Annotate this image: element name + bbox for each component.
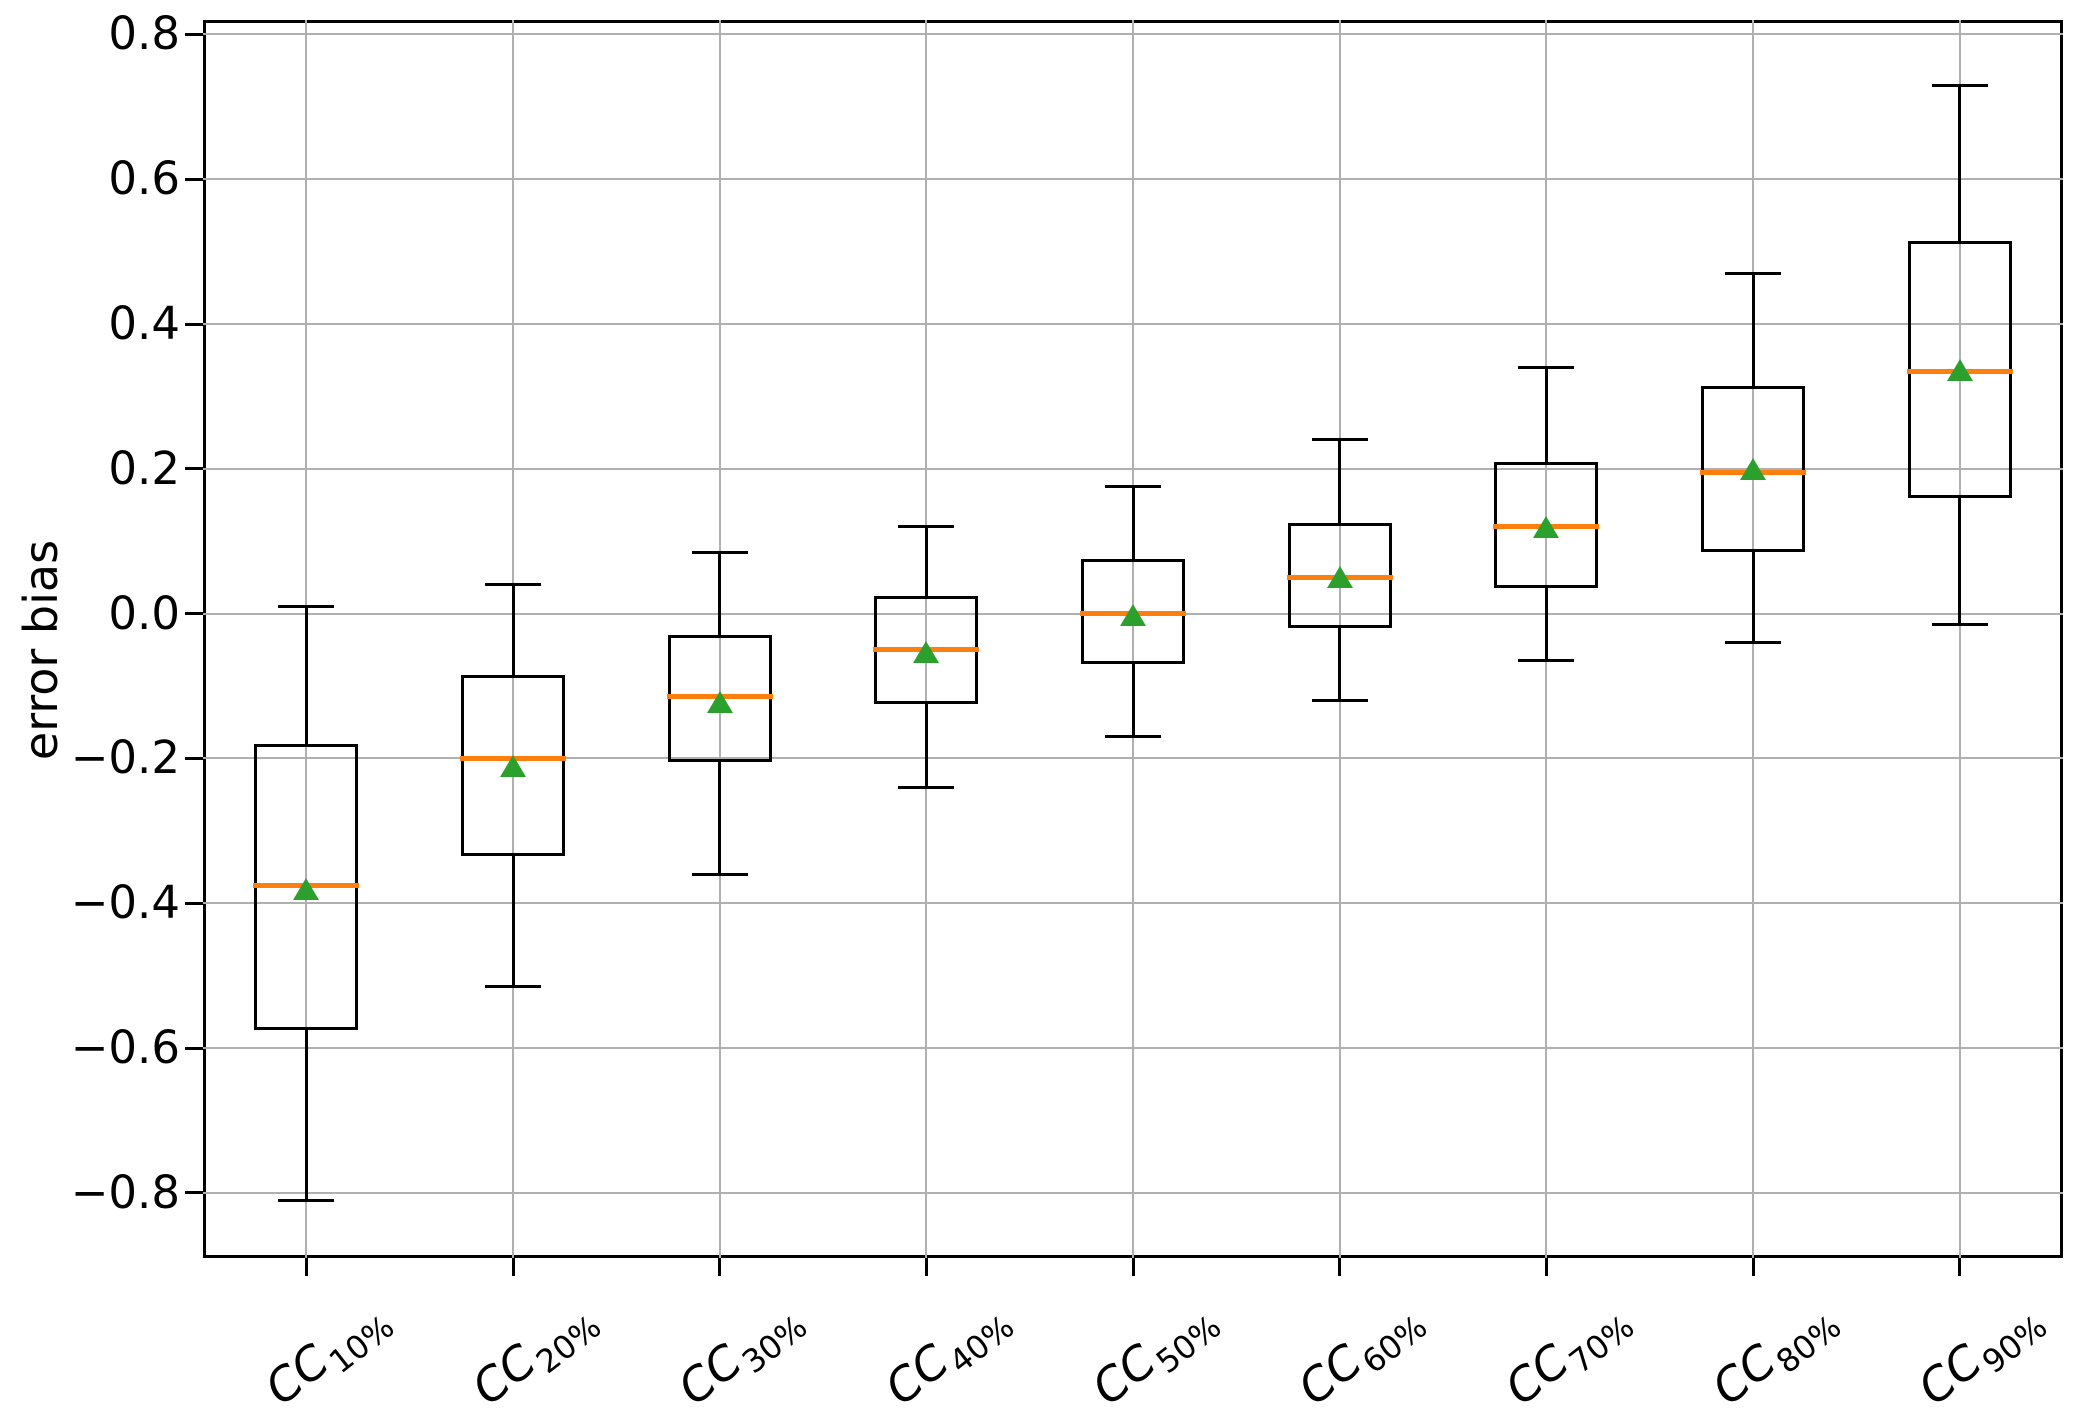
whisker-cap-top (485, 583, 541, 587)
x-tick-mark (924, 1258, 928, 1276)
y-tick-mark (185, 32, 203, 36)
whisker-lower-stem (924, 704, 928, 788)
x-tick-label: CC80% (1701, 1290, 1848, 1418)
y-tick-label: 0.2 (108, 441, 180, 495)
x-tick-label-base: CC (1701, 1333, 1786, 1416)
whisker-lower-stem (304, 1029, 308, 1201)
v-gridline (1958, 20, 1961, 1258)
whisker-cap-top (1311, 438, 1368, 442)
mean-marker (706, 690, 733, 713)
box-iqr (1701, 385, 1805, 553)
x-tick-label-base: CC (1494, 1333, 1579, 1416)
x-tick-label: CC40% (874, 1290, 1021, 1418)
x-tick-label: CC50% (1081, 1290, 1228, 1418)
whisker-upper-stem (304, 606, 308, 744)
whisker-cap-bottom (1518, 659, 1575, 663)
v-gridline (718, 20, 721, 1258)
whisker-lower-stem (1131, 664, 1135, 737)
y-tick-label: −0.8 (70, 1165, 180, 1219)
whisker-lower-stem (1751, 552, 1755, 643)
whisker-cap-top (1931, 83, 1988, 87)
whisker-cap-top (1518, 366, 1575, 369)
whisker-upper-stem (924, 526, 928, 596)
whisker-cap-bottom (1725, 641, 1781, 645)
mean-marker (500, 754, 526, 777)
v-gridline (1132, 20, 1134, 1258)
mean-marker (293, 877, 320, 900)
whisker-cap-top (898, 525, 955, 529)
y-tick-label: 0.0 (108, 586, 180, 640)
mean-marker (1120, 604, 1146, 627)
x-tick-label-base: CC (874, 1333, 959, 1416)
whisker-cap-bottom (1311, 699, 1368, 703)
y-tick-mark (185, 901, 203, 905)
mean-marker (913, 641, 940, 664)
whisker-cap-top (1105, 485, 1161, 489)
whisker-cap-bottom (1931, 623, 1988, 627)
whisker-cap-bottom (1105, 735, 1161, 739)
x-tick-label: CC10% (254, 1290, 401, 1418)
whisker-upper-stem (1751, 273, 1755, 386)
x-tick-label-base: CC (1908, 1333, 1993, 1416)
x-tick-label: CC20% (461, 1290, 608, 1418)
x-tick-label-base: CC (1288, 1333, 1373, 1416)
x-tick-label-base: CC (668, 1333, 753, 1416)
whisker-upper-stem (1338, 439, 1342, 524)
whisker-upper-stem (1131, 486, 1135, 560)
y-tick-mark (185, 322, 203, 326)
mean-marker (1740, 457, 1766, 480)
x-tick-label: CC60% (1288, 1290, 1434, 1418)
y-tick-mark (185, 1191, 203, 1195)
y-tick-mark (185, 1046, 203, 1050)
x-tick-label: CC70% (1494, 1290, 1641, 1418)
y-tick-mark (185, 467, 203, 471)
whisker-upper-stem (1958, 85, 1962, 241)
mean-marker (1533, 515, 1560, 538)
y-tick-mark (185, 177, 203, 181)
whisker-cap-top (691, 550, 748, 554)
y-axis-label: error bias (14, 539, 68, 761)
x-tick-label: CC90% (1908, 1290, 2054, 1418)
plot-area (203, 20, 2063, 1258)
whisker-lower-stem (1958, 497, 1962, 625)
y-tick-mark (185, 612, 203, 616)
y-tick-label: 0.8 (108, 7, 180, 61)
x-tick-mark (1544, 1258, 1548, 1276)
mean-marker (1326, 566, 1353, 589)
x-tick-mark (1751, 1258, 1755, 1276)
x-tick-label-base: CC (254, 1333, 339, 1416)
y-tick-label: 0.6 (108, 152, 180, 206)
whisker-upper-stem (511, 584, 515, 676)
x-tick-label-base: CC (1081, 1333, 1166, 1416)
x-tick-mark (304, 1258, 308, 1276)
box-iqr (461, 675, 565, 857)
y-tick-label: −0.4 (70, 876, 180, 930)
whisker-cap-bottom (278, 1198, 335, 1202)
whisker-lower-stem (1338, 628, 1342, 701)
x-tick-mark (718, 1258, 722, 1276)
whisker-lower-stem (718, 762, 722, 875)
whisker-cap-top (1725, 271, 1781, 275)
y-tick-label: 0.4 (108, 297, 180, 351)
x-tick-mark (1338, 1258, 1342, 1276)
x-tick-mark (511, 1258, 515, 1276)
whisker-lower-stem (511, 856, 515, 987)
whisker-upper-stem (1544, 367, 1548, 462)
y-tick-label: −0.6 (70, 1021, 180, 1075)
whisker-cap-top (278, 604, 335, 608)
mean-marker (1946, 358, 1973, 381)
v-gridline (925, 20, 928, 1258)
whisker-cap-bottom (485, 985, 541, 988)
whisker-cap-bottom (898, 785, 955, 789)
x-tick-mark (1131, 1258, 1135, 1276)
x-tick-label: CC30% (668, 1290, 814, 1418)
x-tick-mark (1958, 1258, 1962, 1276)
whisker-cap-bottom (691, 872, 748, 876)
x-tick-label-base: CC (461, 1333, 546, 1416)
whisker-upper-stem (718, 552, 722, 636)
y-tick-mark (185, 756, 203, 760)
whisker-lower-stem (1544, 588, 1548, 661)
y-tick-label: −0.2 (70, 731, 180, 785)
